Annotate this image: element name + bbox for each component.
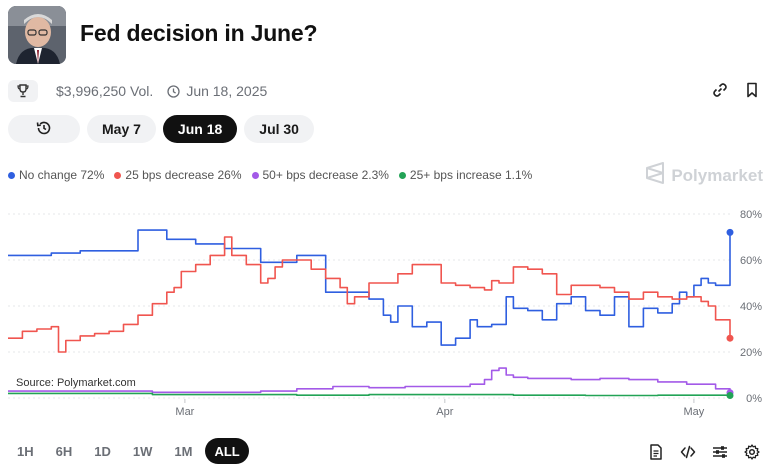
- y-tick-label: 60%: [740, 255, 762, 267]
- series-line-no-change: [8, 229, 731, 346]
- series-end-point: [726, 228, 734, 236]
- legend-item-25-bps-decrease: 25 bps decrease 26%: [114, 168, 242, 182]
- y-tick-label: 40%: [740, 301, 762, 313]
- x-tick-label: Apr: [436, 406, 453, 418]
- legend-item-25-bps-increase: 25+ bps increase 1.1%: [398, 168, 533, 182]
- legend-dot: [398, 171, 406, 179]
- series-line-25-bps-decrease: [8, 236, 731, 353]
- date-tab-jul-30[interactable]: Jul 30: [244, 115, 314, 143]
- date-tab-may-7[interactable]: May 7: [87, 115, 156, 143]
- series-line-25-bps-increase: [8, 392, 731, 397]
- range-tabs: 1H 6H 1D 1W 1M ALL: [8, 438, 249, 464]
- avatar: [8, 6, 66, 64]
- legend-label: No change 72%: [19, 168, 105, 182]
- x-tick-label: May: [684, 406, 705, 418]
- legend-item-no-change: No change 72%: [8, 168, 104, 182]
- y-tick-label: 0%: [746, 393, 762, 405]
- chart-legend: No change 72% 25 bps decrease 26% 50+ bp…: [8, 168, 542, 182]
- date-tabs: May 7 Jun 18 Jul 30: [8, 115, 314, 143]
- polymarket-watermark: Polymarket: [645, 162, 763, 189]
- document-icon[interactable]: [647, 443, 665, 461]
- range-tab-1m[interactable]: 1M: [174, 443, 193, 459]
- gear-icon[interactable]: [743, 443, 761, 461]
- watermark-text: Polymarket: [671, 165, 763, 185]
- y-tick-label: 20%: [740, 347, 762, 359]
- range-tab-1h[interactable]: 1H: [17, 443, 34, 459]
- legend-dot: [114, 171, 122, 179]
- y-tick-label: 80%: [740, 209, 762, 221]
- range-tab-1d[interactable]: 1D: [94, 443, 111, 459]
- series-end-point: [726, 334, 734, 342]
- source-label: Source: Polymarket.com: [10, 376, 142, 390]
- legend-label: 50+ bps decrease 2.3%: [262, 168, 389, 182]
- legend-label: 25+ bps increase 1.1%: [409, 168, 533, 182]
- range-tab-1w[interactable]: 1W: [132, 443, 153, 459]
- polymarket-logo-icon: [645, 162, 665, 189]
- page-title: Fed decision in June?: [80, 20, 318, 46]
- bookmark-icon[interactable]: [743, 81, 761, 99]
- history-button[interactable]: [8, 115, 80, 143]
- market-meta: $3,996,250 Vol. Jun 18, 2025: [8, 80, 267, 102]
- history-icon: [36, 120, 52, 139]
- x-tick-label: Mar: [175, 406, 194, 418]
- trophy-icon[interactable]: [8, 80, 38, 102]
- legend-dot: [8, 171, 15, 179]
- end-date-text: Jun 18, 2025: [186, 83, 268, 99]
- sliders-icon[interactable]: [711, 443, 729, 461]
- legend-dot: [251, 171, 259, 179]
- legend-item-50-bps-decrease: 50+ bps decrease 2.3%: [251, 168, 389, 182]
- legend-label: 25 bps decrease 26%: [125, 168, 242, 182]
- clock-icon: [167, 84, 180, 98]
- series-line-50-bps-decrease: [8, 367, 731, 394]
- range-tab-all[interactable]: ALL: [205, 438, 249, 464]
- code-icon[interactable]: [679, 443, 697, 461]
- link-icon[interactable]: [711, 81, 729, 99]
- range-tab-6h[interactable]: 6H: [55, 443, 73, 459]
- series-end-point: [726, 391, 734, 399]
- probability-chart: 80% 60% 40% 20% 0% Mar Apr May: [8, 209, 762, 418]
- volume-text: $3,996,250 Vol.: [56, 83, 154, 99]
- date-tab-jun-18[interactable]: Jun 18: [162, 115, 238, 143]
